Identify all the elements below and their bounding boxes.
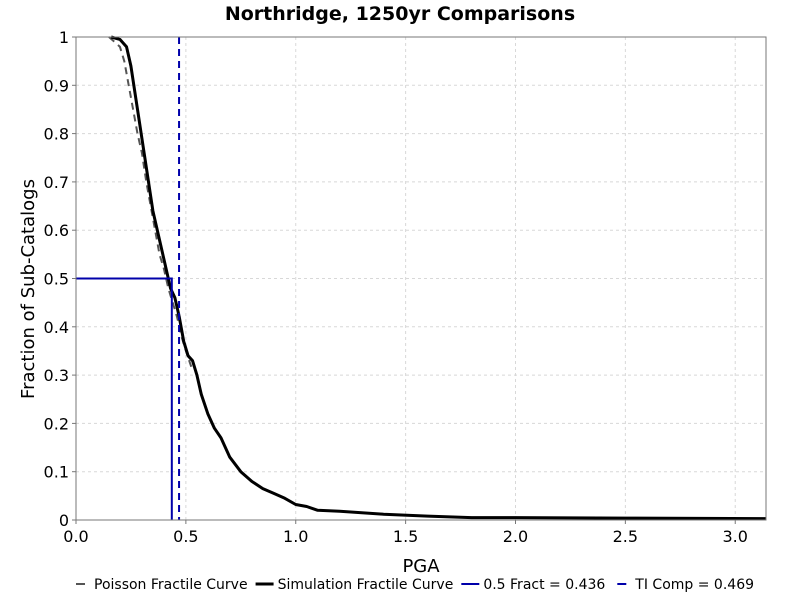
y-tick-label: 0.2 bbox=[44, 414, 69, 433]
y-tick-label: 0.1 bbox=[44, 463, 69, 482]
legend-label: Poisson Fractile Curve bbox=[94, 577, 248, 593]
y-tick-label: 0.7 bbox=[44, 173, 69, 192]
simulation-fractile-curve bbox=[110, 35, 767, 521]
y-tick-label: 0.8 bbox=[44, 125, 69, 144]
legend-ti-comp: TI Comp = 0.469 bbox=[617, 577, 754, 593]
x-tick-label: 1.0 bbox=[283, 527, 308, 546]
y-tick-label: 0 bbox=[59, 511, 69, 530]
legend-half-fractile: 0.5 Fract = 0.436 bbox=[461, 577, 605, 593]
y-tick-label: 0.4 bbox=[44, 318, 69, 337]
x-tick-label: 0.5 bbox=[173, 527, 198, 546]
y-tick-label: 0.6 bbox=[44, 221, 69, 240]
plot-area bbox=[76, 35, 767, 521]
y-tick-label: 0.5 bbox=[44, 270, 69, 289]
legend-label: TI Comp = 0.469 bbox=[634, 577, 754, 593]
legend-simulation: Simulation Fractile Curve bbox=[255, 577, 454, 593]
poisson-fractile-curve bbox=[108, 36, 194, 371]
legend-label: Simulation Fractile Curve bbox=[278, 577, 454, 593]
y-axis-label: Fraction of Sub-Catalogs bbox=[18, 179, 39, 399]
legend-poisson: Poisson Fractile Curve bbox=[76, 577, 248, 593]
x-tick-label: 2.5 bbox=[613, 527, 638, 546]
x-tick-label: 1.5 bbox=[393, 527, 418, 546]
x-axis-label: PGA bbox=[402, 556, 440, 577]
legend: Poisson Fractile Curve Simulation Fractil… bbox=[76, 577, 754, 593]
axis-ticks: 0.0 0.5 1.0 1.5 2.0 2.5 3.0 0 0.1 0.2 0.3 0.4 0.5 0.6… bbox=[44, 28, 748, 546]
y-tick-label: 1 bbox=[59, 28, 69, 47]
x-tick-label: 2.0 bbox=[503, 527, 528, 546]
legend-label: 0.5 Fract = 0.436 bbox=[483, 577, 605, 593]
y-tick-label: 0.3 bbox=[44, 366, 69, 385]
x-tick-label: 0.0 bbox=[63, 527, 88, 546]
half-fractile-line bbox=[76, 277, 173, 520]
y-tick-label: 0.9 bbox=[44, 76, 69, 95]
chart-title: Northridge, 1250yr Comparisons bbox=[225, 3, 575, 25]
x-tick-label: 3.0 bbox=[723, 527, 748, 546]
